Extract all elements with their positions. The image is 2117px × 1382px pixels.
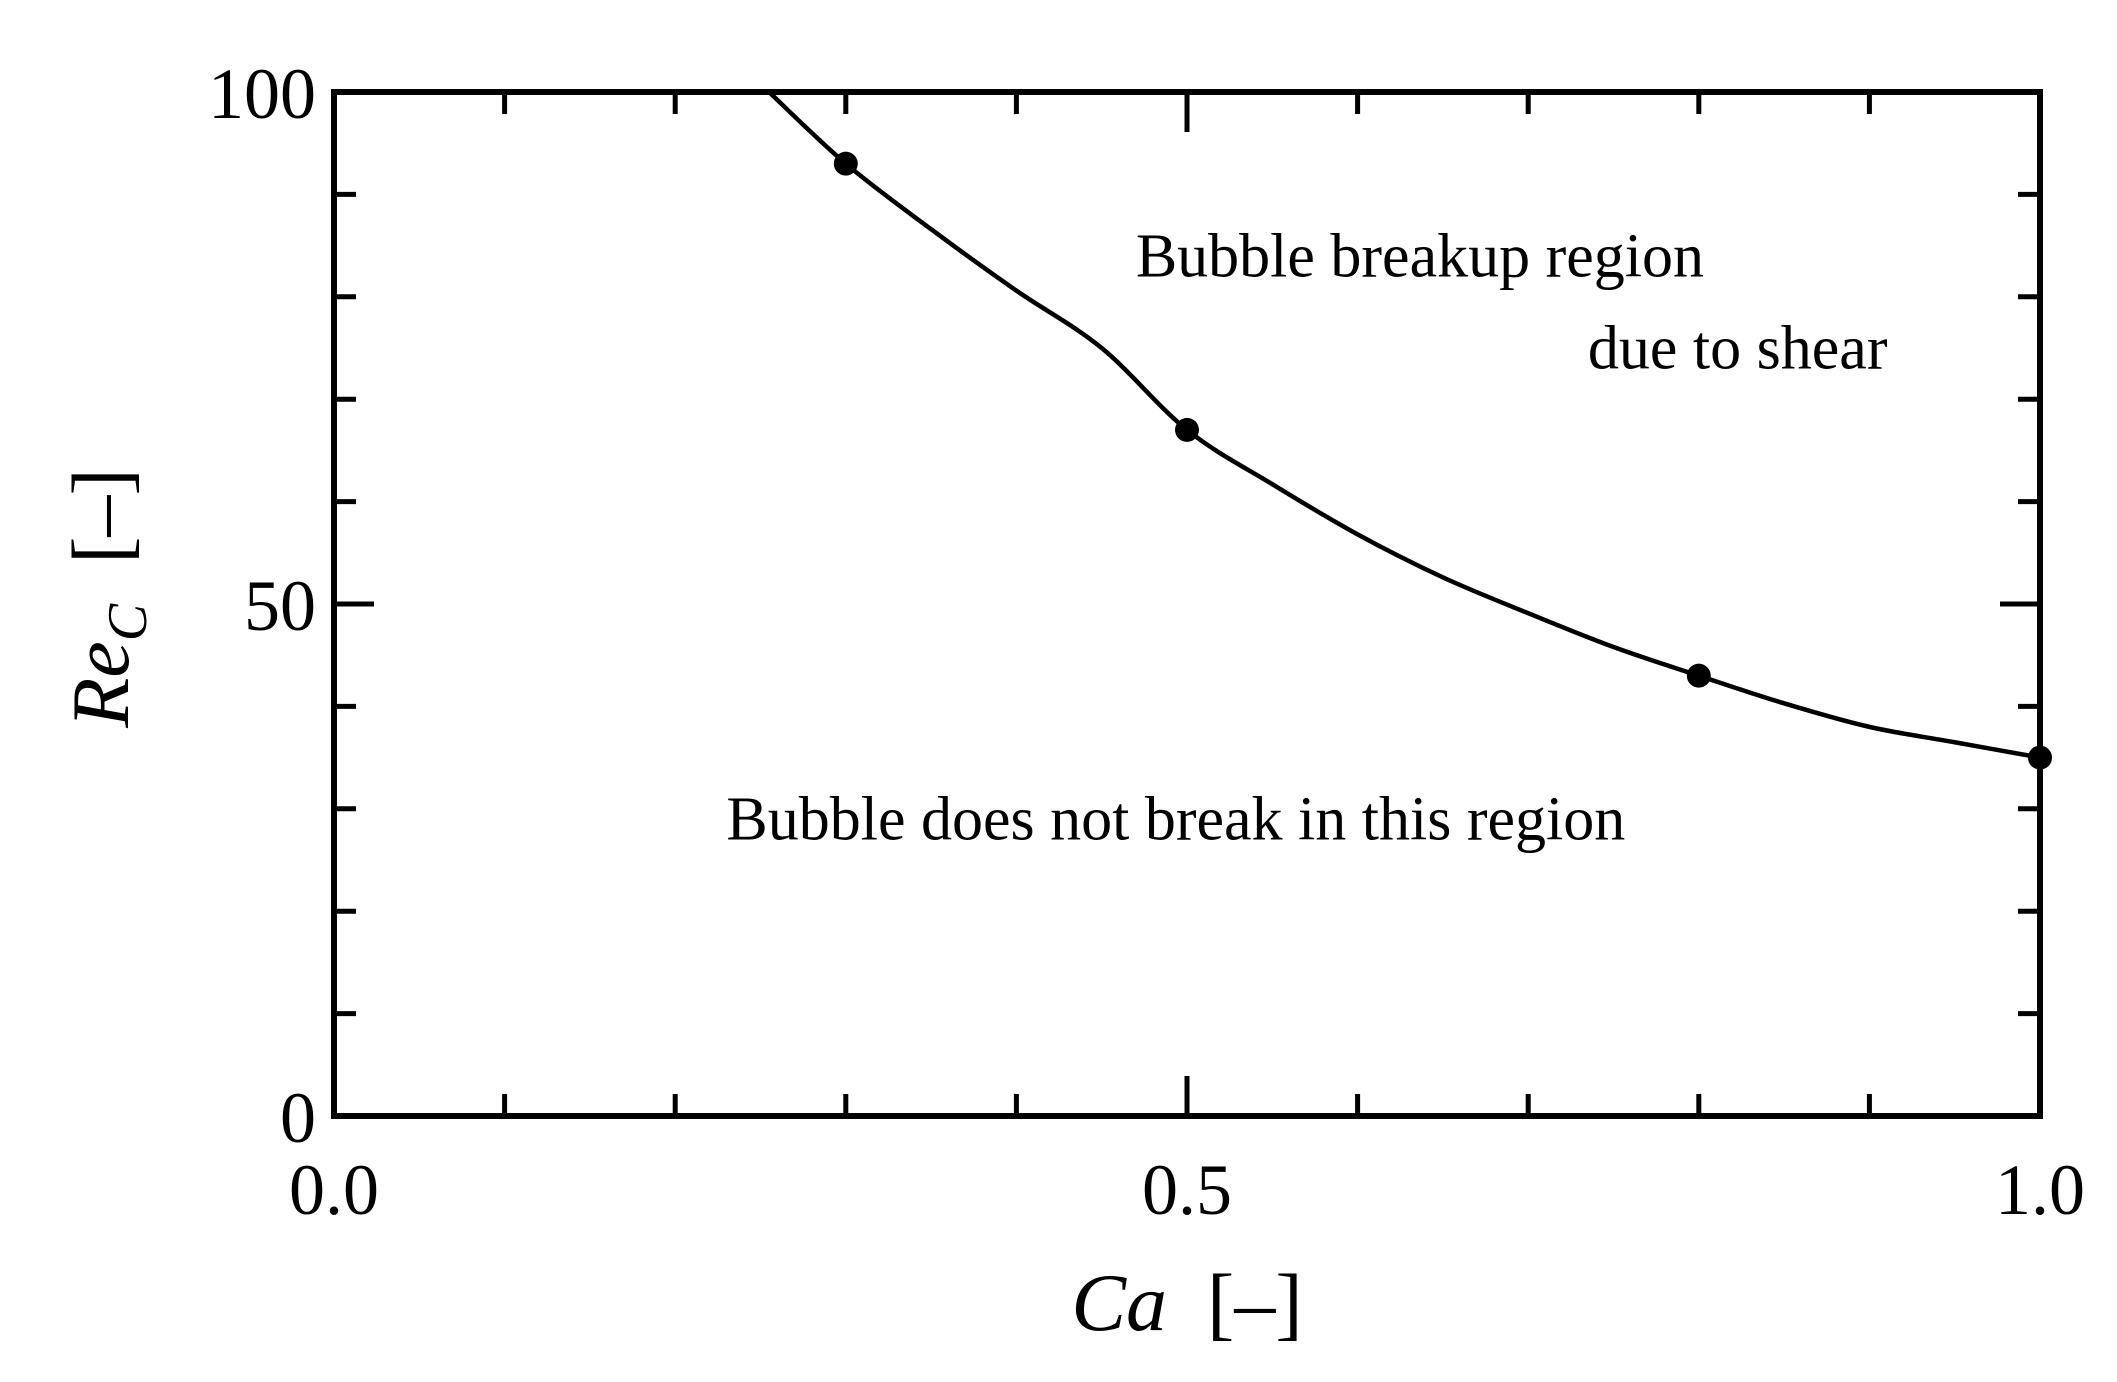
data-point [833, 151, 858, 176]
data-points-layer [833, 151, 2052, 770]
x-tick-label: 0.5 [1142, 1150, 1232, 1230]
region-annotation: due to shear [1588, 314, 1888, 382]
minor-ticks [334, 92, 2040, 1116]
y-tick-label: 100 [208, 54, 316, 134]
y-axis-subscript: C [97, 603, 159, 641]
x-axis-label: Ca [–] [1071, 1257, 1302, 1348]
y-tick-label: 0 [280, 1078, 316, 1158]
x-tick-label: 1.0 [1995, 1150, 2085, 1230]
fit-curve [767, 90, 2041, 760]
y-axis-unit: [–] [55, 468, 146, 564]
data-point [1175, 417, 1199, 442]
fit-curve-layer [767, 90, 2041, 760]
annotations: Bubble breakup region due to shear Bubble … [726, 222, 1887, 853]
data-point [1686, 663, 1711, 688]
y-axis-label: ReC [–] [55, 468, 159, 728]
x-tick-labels: 0.0 0.5 1.0 [289, 1150, 2085, 1230]
x-axis-symbol: Ca [1071, 1257, 1167, 1348]
y-tick-labels: 0 50 100 [208, 54, 316, 1158]
x-axis-unit: [–] [1207, 1257, 1303, 1348]
plot-frame [331, 89, 2043, 1119]
x-tick-label: 0.0 [289, 1150, 379, 1230]
y-tick-label: 50 [244, 566, 316, 646]
region-annotation: Bubble does not break in this region [726, 786, 1625, 854]
y-axis-symbol: Re [55, 641, 146, 728]
region-annotation: Bubble breakup region [1136, 222, 1704, 290]
